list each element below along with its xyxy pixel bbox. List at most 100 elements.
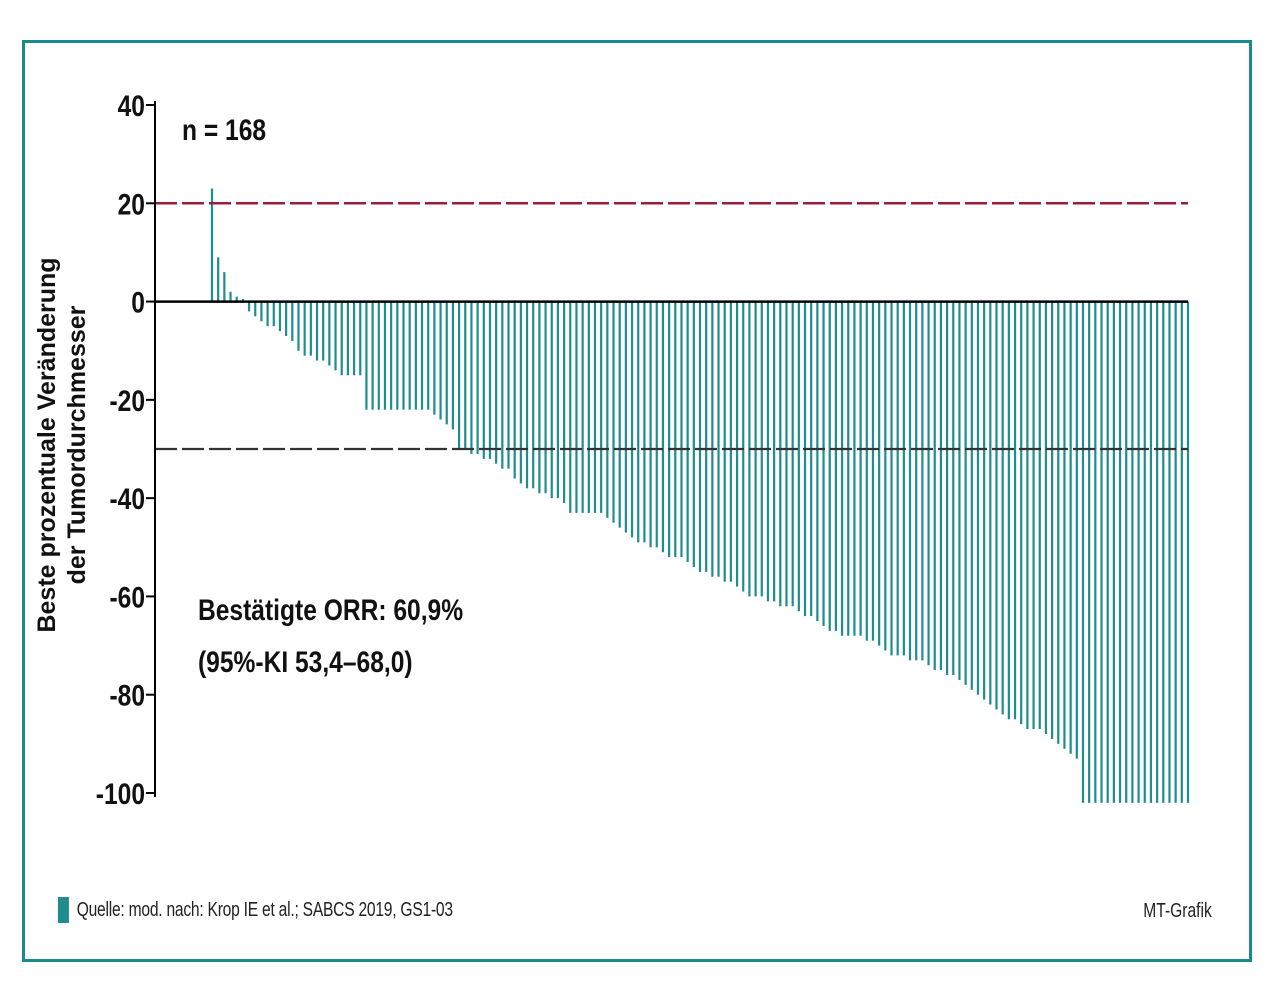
bar <box>847 301 850 636</box>
bar <box>958 301 961 680</box>
bar <box>976 301 980 695</box>
bar <box>210 188 214 302</box>
bar <box>470 301 473 454</box>
bar <box>1125 301 1128 803</box>
bar <box>742 301 745 592</box>
bar <box>896 301 899 656</box>
bar <box>457 301 461 449</box>
bar <box>600 301 603 513</box>
bar <box>519 301 522 484</box>
bar <box>1174 301 1177 803</box>
bar <box>915 301 918 661</box>
bar <box>939 301 943 671</box>
bar <box>637 301 640 543</box>
bar <box>1186 301 1190 803</box>
bar <box>1013 301 1017 720</box>
bar <box>618 301 621 528</box>
bar <box>334 301 337 371</box>
bar <box>445 301 448 425</box>
bar <box>902 301 905 656</box>
bar <box>705 301 708 572</box>
bar <box>878 301 881 646</box>
y-tick-label: -100 <box>96 777 145 811</box>
bar <box>414 301 417 410</box>
bar <box>563 301 566 504</box>
bar <box>1020 301 1023 725</box>
credit-text: MT-Grafik <box>1143 900 1212 922</box>
bar <box>390 301 393 410</box>
bar <box>285 301 288 336</box>
bar <box>451 301 455 430</box>
legend-swatch <box>58 897 69 923</box>
bar <box>371 301 374 410</box>
bar <box>668 301 671 558</box>
bar <box>328 301 331 366</box>
bar <box>834 301 837 631</box>
n-label: n = 168 <box>182 113 266 147</box>
bar <box>785 301 788 607</box>
bar <box>396 301 399 410</box>
bar <box>1026 301 1029 730</box>
bar <box>1001 301 1004 715</box>
bar <box>612 301 615 523</box>
y-axis-label-line2: der Tumordurchmesser <box>63 305 91 584</box>
bar <box>995 301 998 710</box>
bar <box>495 301 498 464</box>
bar <box>223 272 226 302</box>
y-axis-label-line1: Beste prozentuale Veränderung <box>33 257 61 632</box>
y-tick-label: 20 <box>118 187 145 221</box>
bar <box>1081 301 1085 803</box>
bar <box>1051 301 1054 739</box>
bar <box>309 301 312 356</box>
bar <box>1180 301 1183 803</box>
bar <box>698 301 702 572</box>
bar <box>482 301 485 459</box>
y-ticks: 40 20 0 -20 -40 -60 -80 -100 <box>96 89 155 811</box>
bar <box>272 301 275 327</box>
bar <box>810 301 813 617</box>
bar <box>952 301 955 676</box>
bar <box>359 301 362 376</box>
bar <box>278 301 282 332</box>
bar <box>235 296 238 302</box>
bar <box>686 301 689 563</box>
bar <box>544 301 547 494</box>
bar <box>525 301 529 489</box>
bar <box>532 301 535 489</box>
bar <box>1094 301 1097 803</box>
bar <box>680 301 683 558</box>
bar <box>322 301 325 361</box>
bar <box>1069 301 1072 754</box>
bar <box>247 301 251 312</box>
bar <box>674 301 677 558</box>
bar <box>964 301 967 685</box>
bar <box>1063 301 1066 749</box>
bar <box>865 301 868 641</box>
bar <box>550 301 553 499</box>
bar <box>970 301 973 690</box>
bar <box>822 301 825 626</box>
bar <box>365 301 368 410</box>
bar <box>853 301 856 636</box>
bar <box>692 301 695 567</box>
bar <box>340 301 343 376</box>
bar <box>1100 301 1103 803</box>
bar <box>803 301 807 617</box>
bar <box>1007 301 1010 720</box>
y-tick-label: -20 <box>109 384 145 418</box>
bar <box>624 301 627 533</box>
bar <box>921 301 924 661</box>
orr-annotation-line2: (95%-KI 53,4–68,0) <box>198 645 413 679</box>
bar <box>1162 301 1165 803</box>
bar <box>1032 301 1035 730</box>
orr-annotation-line1: Bestätigte ORR: 60,9% <box>198 593 463 627</box>
bar <box>538 301 541 494</box>
bar <box>254 301 257 317</box>
bar <box>593 301 597 513</box>
bar <box>766 301 770 602</box>
bar <box>717 301 720 577</box>
bar <box>1075 301 1078 759</box>
bar <box>1088 301 1091 803</box>
bar <box>1143 301 1146 803</box>
